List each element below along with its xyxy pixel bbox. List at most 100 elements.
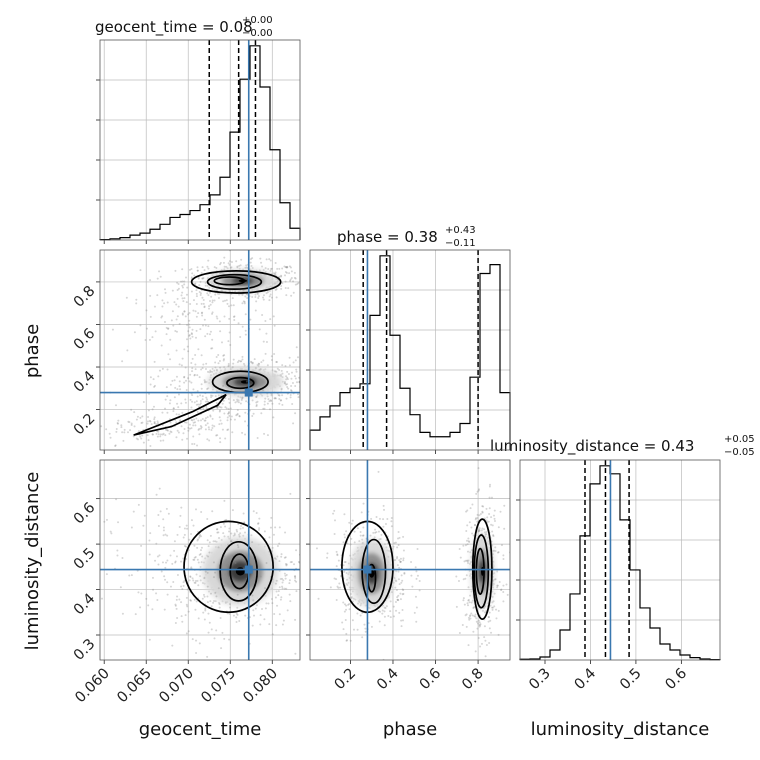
sample-point [273,353,276,356]
sample-point [162,526,165,529]
sample-point [166,301,169,304]
sample-point [199,425,202,428]
sample-point [356,628,359,631]
sample-point [162,432,165,435]
sample-point [206,655,209,658]
sample-point [208,541,211,544]
sample-point [327,366,329,368]
sample-point [284,577,287,580]
sample-point [173,549,176,552]
sample-point [161,315,164,318]
sample-point [178,526,181,529]
sample-point [195,600,198,603]
sample-point [209,330,212,333]
sample-point [189,303,192,306]
sample-point [241,397,244,400]
sample-point [346,578,349,581]
sample-point [238,535,241,538]
sample-point [149,376,152,379]
sample-point [223,637,226,640]
sample-point [147,416,150,419]
sample-point [234,561,237,564]
sample-point [463,560,466,563]
sample-point [292,280,295,283]
sample-point [395,588,398,591]
sample-point [162,439,165,442]
sample-point [284,365,287,368]
sample-point [397,531,400,534]
sample-point [289,600,292,603]
sample-point [161,561,164,564]
title-phase-lower-error: −0.11 [445,238,476,249]
sample-point [466,560,469,563]
sample-point [61,436,63,438]
sample-point [197,561,200,564]
sample-point [229,407,232,410]
sample-point [62,320,64,322]
sample-point [189,599,192,602]
sample-point [115,430,118,433]
sample-point [140,437,143,440]
sample-point [505,665,507,667]
sample-point [350,597,353,600]
sample-point [148,338,151,341]
sample-point [238,293,241,296]
sample-point [126,349,129,352]
sample-point [383,624,386,627]
sample-point [397,544,400,547]
sample-point [399,560,402,563]
sample-point [275,288,278,291]
sample-point [255,604,258,607]
sample-point [380,533,383,536]
x-axis-label-phase: phase [383,719,437,740]
sample-point [206,398,209,401]
panel-frame [99,39,301,241]
sample-point [462,599,465,602]
sample-point [364,627,367,630]
sample-point [342,564,345,567]
sample-point [169,421,172,424]
sample-point [488,485,491,488]
sample-point [116,554,119,557]
sample-point [233,315,236,318]
sample-point [345,639,348,642]
sample-point [176,574,179,577]
sample-point [491,524,494,527]
sample-point [128,421,131,424]
sample-point [277,590,280,593]
sample-point [195,651,198,654]
sample-point [390,591,393,594]
sample-point [181,357,184,360]
sample-point [195,417,198,420]
sample-point [470,612,473,615]
sample-point [496,584,499,587]
sample-point [343,603,346,606]
sample-point [202,277,205,280]
sample-point [481,527,484,530]
sample-point [203,305,206,308]
sample-point [198,534,201,537]
sample-point [204,570,207,573]
sample-point [283,382,286,385]
sample-point [198,284,201,287]
sample-point [369,534,372,537]
sample-point [474,615,477,618]
sample-point [213,425,216,428]
sample-point [464,559,467,562]
sample-point [159,433,162,436]
sample-point [481,505,484,508]
sample-point [289,561,292,564]
sample-point [345,582,348,585]
truth-marker [244,388,253,397]
sample-point [233,532,236,535]
sample-point [185,524,188,527]
sample-point [181,312,184,315]
sample-point [230,415,233,418]
sample-point [205,405,208,408]
sample-point [473,615,476,618]
sample-point [236,593,239,596]
sample-point [210,429,213,432]
sample-point [114,444,117,447]
sample-point [209,592,212,595]
sample-point [141,434,144,437]
